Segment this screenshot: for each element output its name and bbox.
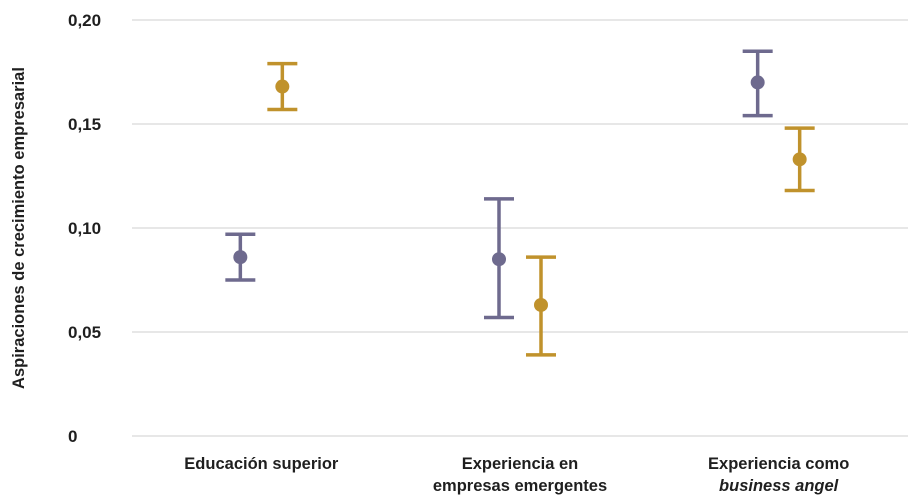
error-bar-point: [225, 232, 256, 282]
error-bar-point: [267, 61, 298, 112]
y-axis-title: Aspiraciones de crecimiento empresarial: [10, 67, 28, 389]
data-point: [534, 297, 548, 312]
category-label: Experiencia en: [462, 455, 578, 473]
error-bar-point: [484, 197, 514, 320]
gridlines: [132, 19, 908, 437]
y-tick-label: 0,20: [68, 11, 101, 30]
category-label: Experiencia como: [708, 455, 849, 473]
error-bar-point: [526, 255, 556, 357]
y-tick-label: 0: [68, 427, 77, 446]
error-bar-point: [784, 126, 815, 193]
data-point: [492, 252, 506, 267]
data-point: [275, 79, 290, 94]
data-point: [792, 152, 807, 167]
y-tick-label: 0,05: [68, 323, 101, 342]
y-tick-label: 0,15: [68, 115, 101, 134]
data-point: [233, 250, 248, 265]
y-tick-label: 0,10: [68, 219, 101, 238]
data-marks: [225, 49, 815, 357]
category-label: Educación superior: [184, 455, 339, 473]
category-label: empresas emergentes: [433, 477, 607, 495]
category-label: business angel: [719, 477, 839, 495]
y-tick-labels: 0 0,05 0,10 0,15 0,20: [68, 11, 101, 446]
data-point: [750, 75, 765, 90]
category-labels: Educación superior Experiencia en empresas…: [184, 455, 849, 495]
error-bar-point: [742, 49, 773, 118]
